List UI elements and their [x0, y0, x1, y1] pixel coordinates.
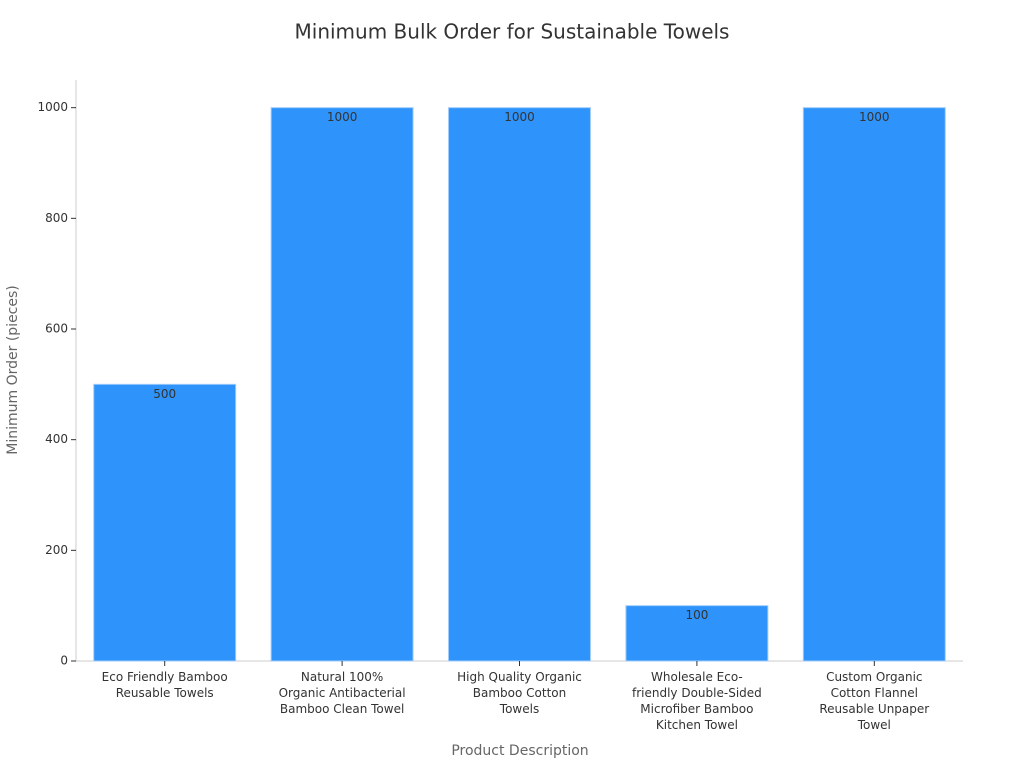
bar [270, 107, 414, 662]
value-label: 100 [685, 608, 708, 622]
y-tick-label: 800 [45, 211, 68, 225]
y-tick-label: 200 [45, 543, 68, 557]
x-axis-label: Product Description [451, 743, 588, 759]
value-label: 1000 [859, 110, 890, 124]
y-tick-label: 1000 [37, 100, 68, 114]
value-label: 1000 [504, 110, 535, 124]
bar [802, 107, 946, 662]
value-label: 500 [153, 387, 176, 401]
bar [448, 107, 591, 662]
bar [625, 605, 769, 662]
y-tick-label: 0 [60, 654, 68, 668]
chart-title: Minimum Bulk Order for Sustainable Towel… [295, 20, 730, 44]
x-tick-label: Eco Friendly Bamboo Reusable Towels [102, 670, 228, 700]
value-label: 1000 [327, 110, 358, 124]
y-axis-label: Minimum Order (pieces) [5, 285, 21, 454]
x-tick-label: Wholesale Eco-friendly Double-Sided Micro… [632, 670, 762, 732]
bar [93, 383, 237, 662]
y-tick-label: 400 [45, 432, 68, 446]
x-tick-label: High Quality Organic Bamboo Cotton Towels [457, 670, 582, 716]
y-tick-label: 600 [45, 322, 68, 336]
x-tick-label: Natural 100% Organic Antibacterial Bamboo … [279, 670, 406, 716]
x-tick-label: Custom Organic Cotton Flannel Reusable Unp… [819, 670, 929, 732]
